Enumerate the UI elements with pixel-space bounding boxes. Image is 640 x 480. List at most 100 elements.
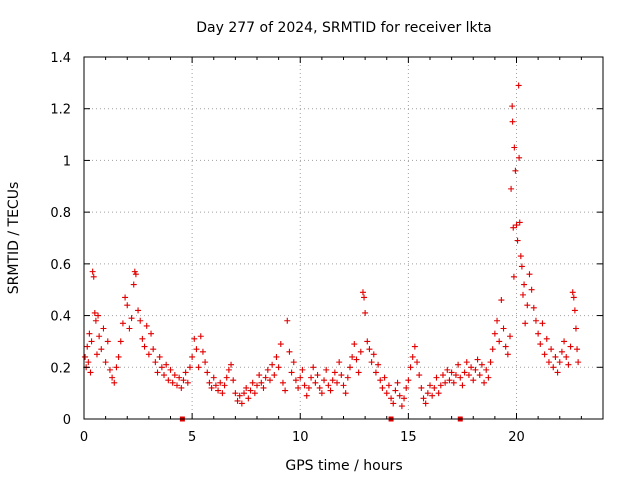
data-point: [394, 379, 401, 386]
data-point: [329, 377, 336, 384]
x-tick-label: 10: [292, 430, 309, 445]
data-point: [148, 330, 155, 337]
x-tick-label: 5: [188, 430, 196, 445]
data-point: [256, 372, 263, 379]
data-points: [82, 82, 582, 422]
data-point: [126, 325, 133, 332]
data-point: [411, 343, 418, 350]
data-point: [295, 384, 302, 391]
y-axis-label: SRMTID / TECUs: [6, 182, 22, 295]
data-point: [208, 384, 215, 391]
data-point: [524, 302, 531, 309]
data-point: [325, 382, 332, 389]
data-point: [508, 185, 515, 192]
data-point: [446, 377, 453, 384]
data-point: [567, 343, 574, 350]
data-point: [478, 361, 485, 368]
data-point: [353, 356, 360, 363]
data-point: [230, 377, 237, 384]
data-point: [355, 369, 362, 376]
data-point: [161, 372, 168, 379]
data-point: [379, 384, 386, 391]
data-point: [491, 330, 498, 337]
data-point: [392, 387, 399, 394]
data-point: [498, 297, 505, 304]
data-point: [433, 374, 440, 381]
data-point: [102, 359, 109, 366]
data-point: [273, 353, 280, 360]
data-point: [180, 377, 187, 384]
data-point: [558, 348, 565, 355]
data-point: [91, 309, 98, 316]
data-point: [442, 379, 449, 386]
data-point: [468, 364, 475, 371]
data-point: [574, 346, 581, 353]
data-point: [193, 346, 200, 353]
data-point: [528, 286, 535, 293]
data-point: [215, 387, 222, 394]
data-point: [308, 374, 315, 381]
data-point: [383, 390, 390, 397]
data-point: [509, 103, 516, 110]
data-point: [512, 167, 519, 174]
data-point: [485, 374, 492, 381]
data-point: [245, 395, 252, 402]
data-point: [323, 366, 330, 373]
data-point: [398, 403, 405, 410]
data-point: [535, 330, 542, 337]
data-point: [217, 379, 224, 386]
data-point: [247, 387, 254, 394]
data-point: [375, 361, 382, 368]
data-point: [563, 353, 570, 360]
data-point: [186, 364, 193, 371]
data-point: [476, 372, 483, 379]
y-tick-label: 0.2: [50, 361, 71, 376]
data-point: [342, 390, 349, 397]
data-point: [254, 382, 260, 389]
data-point: [169, 379, 176, 386]
data-point: [368, 359, 375, 366]
data-point: [139, 335, 146, 342]
data-point: [305, 384, 312, 391]
data-point: [119, 320, 126, 327]
data-point: [88, 338, 95, 345]
data-point: [336, 359, 343, 366]
data-point: [318, 390, 325, 397]
data-point: [109, 374, 116, 381]
data-point: [539, 320, 546, 327]
data-point: [472, 366, 479, 373]
data-point: [113, 364, 120, 371]
y-tick-label: 1.4: [50, 51, 71, 66]
y-tick-labels: 0 0.2 0.4 0.6 0.8 1 1.2 1.4: [50, 51, 71, 428]
y-tick-label: 0.8: [50, 206, 71, 221]
data-point: [131, 268, 138, 275]
data-point: [570, 294, 577, 301]
data-point: [150, 346, 157, 353]
data-point: [349, 353, 356, 360]
data-point: [316, 384, 323, 391]
data-point: [312, 379, 319, 386]
data-point: [465, 372, 472, 379]
data-point: [158, 364, 165, 371]
data-point: [225, 366, 232, 373]
data-point: [351, 341, 358, 348]
y-tick-label: 0.6: [50, 258, 71, 273]
data-point: [86, 330, 93, 337]
data-point: [359, 289, 366, 296]
data-point: [115, 353, 122, 360]
data-point: [171, 372, 178, 379]
data-point: [532, 317, 539, 324]
data-point: [518, 263, 525, 270]
data-point: [321, 377, 328, 384]
data-point: [106, 366, 113, 373]
data-point: [90, 273, 97, 280]
data-point: [191, 335, 198, 342]
data-point: [450, 379, 457, 386]
data-point: [202, 359, 209, 366]
data-point: [361, 294, 368, 301]
data-point: [241, 390, 248, 397]
data-point: [288, 369, 295, 376]
data-point: [275, 364, 282, 371]
data-point: [519, 291, 526, 298]
